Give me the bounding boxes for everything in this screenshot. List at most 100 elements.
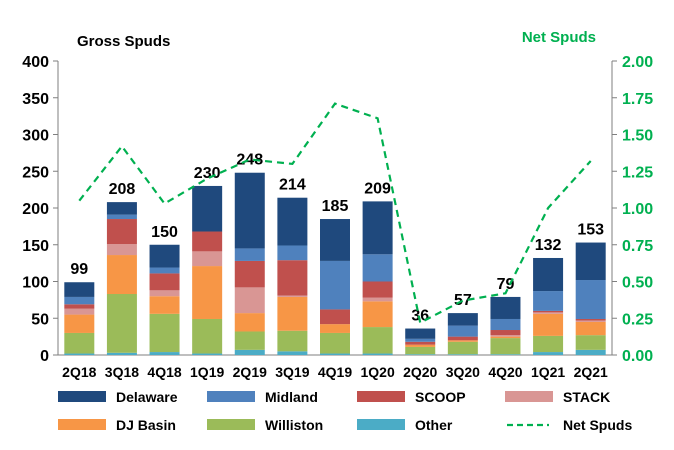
bar-dj-basin <box>106 255 137 294</box>
net-spuds-line <box>78 102 592 325</box>
bar-scoop <box>277 260 308 296</box>
bar-dj-basin <box>64 314 95 333</box>
bar-midland <box>106 214 137 220</box>
x-axis-tick-label: 2Q20 <box>403 364 437 380</box>
bar-delaware <box>362 201 393 255</box>
right-axis-tick-label: 0.00 <box>622 348 653 365</box>
bar-delaware <box>575 242 606 281</box>
bar-dj-basin <box>277 296 308 331</box>
bar-midland <box>447 325 478 337</box>
chart-bars <box>64 172 606 355</box>
bar-scoop <box>149 273 180 291</box>
bar-stack <box>277 295 308 297</box>
bar-other <box>106 352 137 355</box>
bar-other <box>533 352 564 355</box>
bar-williston <box>64 332 95 354</box>
bar-scoop <box>490 330 521 336</box>
x-axis-tick-label: 1Q19 <box>190 364 224 380</box>
bar-williston <box>447 341 478 355</box>
bar-other <box>362 353 393 355</box>
bar-dj-basin <box>192 266 223 319</box>
legend-label-net-spuds: Net Spuds <box>563 417 632 433</box>
right-axis-tick-label: 1.50 <box>622 128 653 145</box>
left-axis-tick-label: 0 <box>40 348 49 365</box>
legend-label-scoop: SCOOP <box>415 389 466 405</box>
x-axis-tick-label: 1Q21 <box>531 364 565 380</box>
right-axis-tick-label: 2.00 <box>622 54 653 71</box>
bar-scoop <box>447 336 478 341</box>
total-data-label: 153 <box>577 222 604 239</box>
x-axis-tick-label: 4Q19 <box>318 364 352 380</box>
bar-midland <box>575 280 606 319</box>
bar-williston <box>405 346 436 355</box>
bar-other <box>490 354 521 355</box>
bar-dj-basin <box>447 340 478 342</box>
left-axis-tick-label: 350 <box>22 91 49 108</box>
total-data-label: 150 <box>151 224 178 241</box>
x-axis-tick-label: 3Q18 <box>105 364 139 380</box>
bar-other <box>447 354 478 355</box>
bar-delaware <box>64 282 95 297</box>
legend-label-stack: STACK <box>563 389 610 405</box>
bar-delaware <box>490 296 521 319</box>
bar-midland <box>277 245 308 261</box>
bar-williston <box>490 338 521 355</box>
bar-midland <box>362 254 393 282</box>
total-data-label: 248 <box>236 152 263 169</box>
bar-midland <box>405 338 436 342</box>
bar-stack <box>490 335 521 337</box>
left-axis-tick-label: 250 <box>22 164 49 181</box>
net-spuds-line-group <box>78 102 592 325</box>
bar-delaware <box>106 202 137 215</box>
legend-label-williston: Williston <box>265 417 323 433</box>
bar-stack <box>64 308 95 315</box>
bar-delaware <box>320 219 350 261</box>
left-axis-tick-label: 400 <box>22 54 49 71</box>
left-axis-tick-label: 300 <box>22 128 49 145</box>
bar-other <box>64 353 95 355</box>
bar-midland <box>320 260 350 310</box>
bar-other <box>192 353 223 355</box>
right-axis-tick-label: 1.00 <box>622 201 653 218</box>
left-axis-tick-label: 200 <box>22 201 49 218</box>
bar-dj-basin <box>234 313 265 332</box>
left-axis-tick-label: 50 <box>31 311 49 328</box>
total-data-label: 79 <box>497 276 515 293</box>
bar-stack <box>234 287 265 314</box>
bar-williston <box>149 313 180 353</box>
legend-swatch-scoop <box>357 391 405 402</box>
total-data-label: 230 <box>194 165 221 182</box>
right-axis-title: Net Spuds <box>521 29 596 46</box>
bar-dj-basin <box>320 324 350 333</box>
legend-swatch-dj-basin <box>58 419 106 430</box>
bar-dj-basin <box>490 336 521 339</box>
bar-scoop <box>192 231 223 252</box>
chart-axes: 0 50 100 150 200 250 300 350 400 0.00 0.25 0.50 0.75… <box>22 54 653 380</box>
chart-legend: Delaware Midland SCOOP STACK DJ Basin Willist… <box>58 389 632 433</box>
legend-swatch-midland <box>207 391 255 402</box>
legend-label-delaware: Delaware <box>116 389 178 405</box>
total-data-label: 57 <box>454 292 472 309</box>
bar-scoop <box>362 281 393 298</box>
left-axis-tick-label: 150 <box>22 238 49 255</box>
bar-other <box>575 349 606 355</box>
total-data-label: 209 <box>364 180 391 197</box>
bar-scoop <box>106 219 137 245</box>
bar-dj-basin <box>575 321 606 336</box>
bar-scoop <box>533 310 564 313</box>
bar-williston <box>192 318 223 354</box>
bar-other <box>320 353 350 355</box>
bar-other <box>405 354 436 355</box>
bar-stack <box>149 290 180 297</box>
x-axis-tick-label: 1Q20 <box>360 364 394 380</box>
bar-williston <box>234 331 265 350</box>
right-axis-tick-label: 1.75 <box>622 91 653 108</box>
bar-stack <box>533 312 564 314</box>
bar-delaware <box>533 257 564 292</box>
bar-midland <box>234 248 265 261</box>
x-axis-tick-label: 2Q18 <box>62 364 96 380</box>
bar-williston <box>277 330 308 352</box>
bar-other <box>277 351 308 355</box>
legend-swatch-stack <box>505 391 553 402</box>
total-data-label: 99 <box>70 261 88 278</box>
